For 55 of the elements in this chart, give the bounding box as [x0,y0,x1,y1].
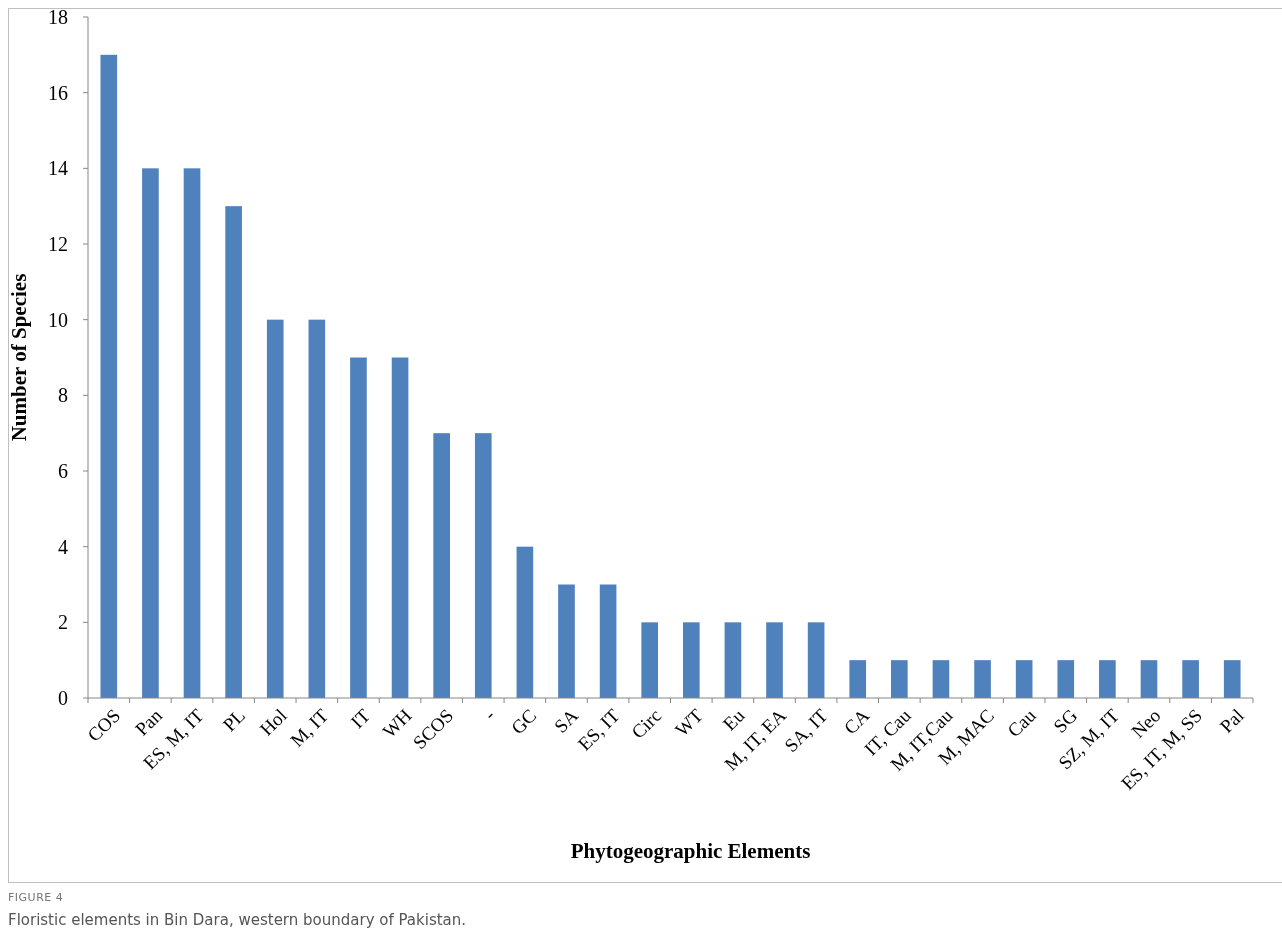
bar [766,622,783,698]
y-axis-title: Number of Species [7,273,31,442]
caption: FIGURE 4 [8,891,64,904]
x-tick-label: WT [671,704,708,741]
bar [142,168,159,698]
bar [474,433,492,698]
bar [100,54,118,698]
bar [183,168,201,698]
bar [558,584,575,698]
bar [682,622,700,698]
x-tick-label: Pal [1215,704,1248,737]
x-tick-label: GC [506,704,541,739]
bar [1182,660,1199,698]
y-tick-label: 12 [48,233,68,255]
bar [1223,660,1241,698]
x-tick-label: COS [83,704,125,746]
y-tick-label: 14 [48,157,68,180]
bar [308,319,326,698]
bar [932,660,950,698]
y-tick-label: 6 [58,460,68,482]
bar [266,319,284,698]
bar [724,622,742,698]
bar [641,622,659,698]
x-tick-label: Eu [718,704,749,735]
x-axis-title: Phytogeographic Elements [570,839,811,863]
y-tick-label: 4 [58,535,68,558]
bar [1015,660,1033,698]
bar [516,546,534,698]
bar [849,660,867,698]
bar [433,433,450,698]
bar [350,357,367,698]
bar [1057,660,1075,698]
text: Floristic elements in Bin Dara, western boundary of Pakistan. [8,911,467,929]
x-tick-label: Cau [1003,704,1041,742]
x-tick-label: SA [549,704,583,737]
bar [1140,660,1158,698]
y-tick-label: 10 [48,308,68,331]
x-tick-label: Circ [627,704,666,743]
bar [599,584,617,698]
y-tick-label: 8 [58,384,68,407]
x-tick-label: Hol [255,704,291,740]
bar [1099,660,1116,698]
bar [891,660,908,698]
x-tick-label: PL [218,704,250,736]
bar [391,357,409,698]
bar [974,660,991,698]
x-tick-label: IT [346,704,375,733]
bar [225,206,242,698]
y-tick-label: 16 [48,81,68,104]
x-tick-label: - [479,704,499,725]
y-tick-label: 2 [58,611,68,634]
y-tick-label: 0 [58,687,68,709]
y-tick-label: 18 [48,6,68,28]
bar [807,622,825,698]
x-tick-label: SG [1049,704,1082,737]
